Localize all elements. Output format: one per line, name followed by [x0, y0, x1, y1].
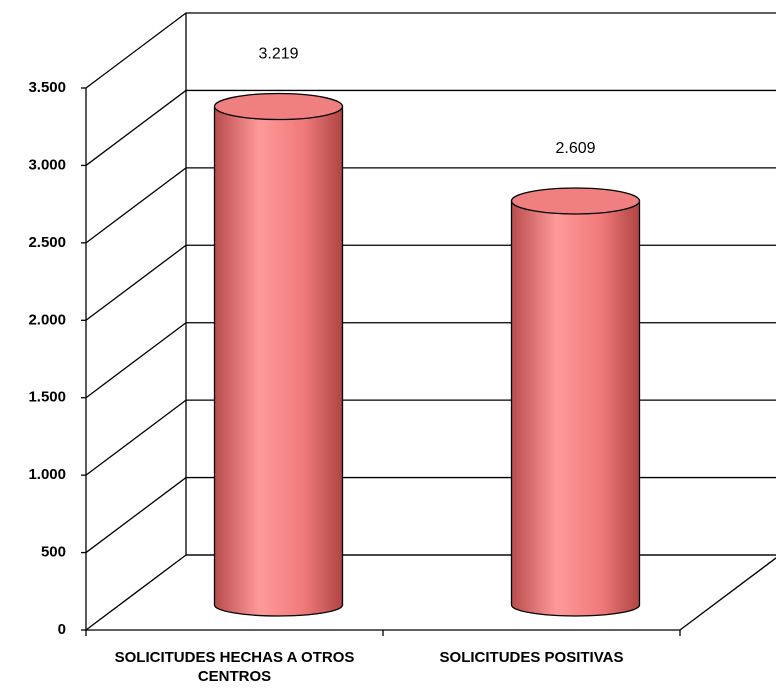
bar-top [213, 92, 344, 121]
grid-line [85, 399, 776, 476]
y-tick-label: 2.500 [28, 234, 66, 251]
bar [510, 189, 641, 617]
y-tick-label: 1.000 [28, 466, 66, 483]
x-tick-label: SOLICITUDES POSITIVAS [439, 649, 624, 666]
grid-line [85, 89, 776, 166]
grid-line [85, 244, 776, 321]
y-tick-label: 3.500 [28, 79, 66, 96]
value-label: 3.219 [258, 46, 298, 63]
y-tick-label: 0 [58, 621, 66, 638]
y-tick-label: 500 [41, 544, 66, 561]
floor-right [679, 557, 776, 631]
bar [213, 94, 344, 617]
y-tick-label: 2.000 [28, 311, 66, 328]
grid-line [85, 12, 776, 89]
y-tick-label: 1.500 [28, 389, 66, 406]
y-tick-label: 3.000 [28, 156, 66, 173]
grid-line [85, 322, 776, 399]
x-tick-label: SOLICITUDES HECHAS A OTROS CENTROS [114, 649, 355, 685]
grid-line [85, 554, 776, 631]
bar-top [510, 187, 641, 215]
grid-line [85, 167, 776, 244]
value-label: 2.609 [555, 140, 595, 157]
grid-line [85, 476, 776, 554]
